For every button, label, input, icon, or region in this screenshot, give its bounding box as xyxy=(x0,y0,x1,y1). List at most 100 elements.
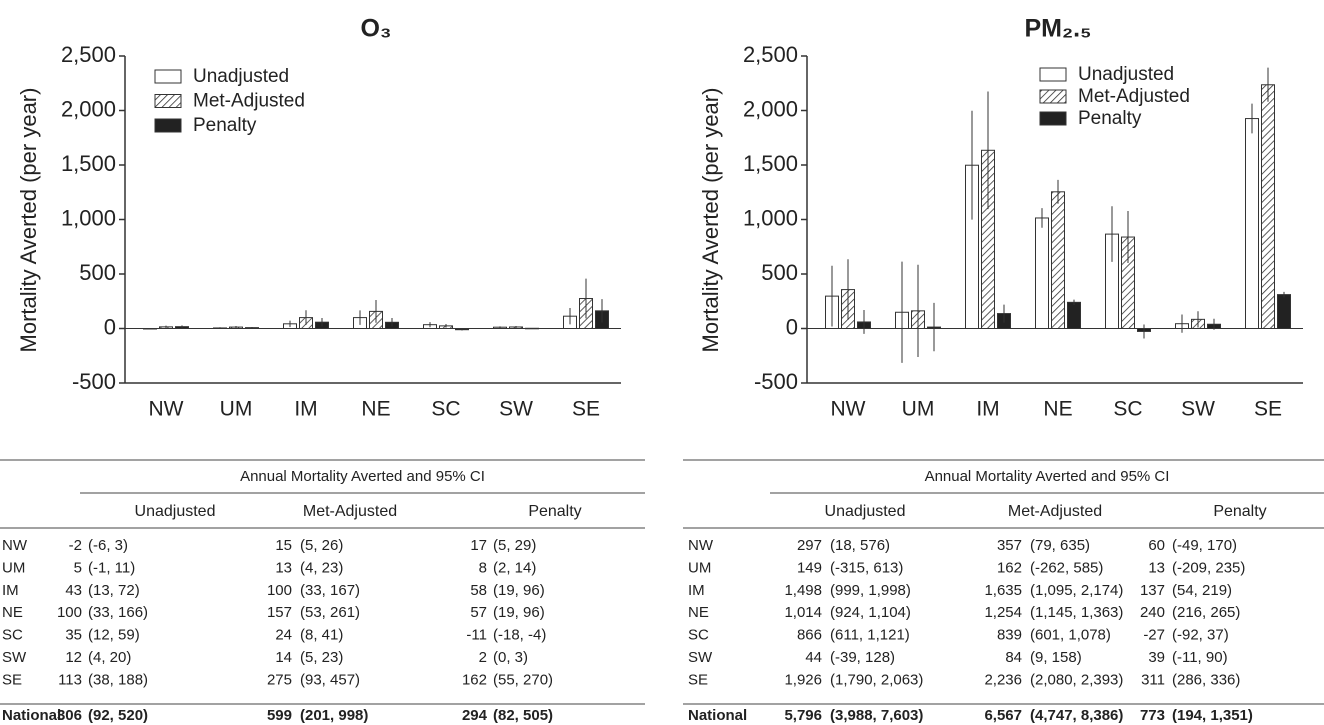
table-cell: 157 xyxy=(267,604,292,621)
x-tick-label: IM xyxy=(976,398,999,421)
table-cell: 294 xyxy=(462,707,488,724)
row-label: National xyxy=(688,707,747,724)
table-cell: 5,796 xyxy=(784,707,822,724)
table-cell: 6,567 xyxy=(984,707,1022,724)
table-cell: (-262, 585) xyxy=(1030,559,1103,576)
row-label: NE xyxy=(688,604,709,621)
table-cell: (-6, 3) xyxy=(88,537,128,554)
table-cell: 311 xyxy=(1141,671,1165,688)
x-tick-label: UM xyxy=(902,398,935,421)
table-cell: (19, 96) xyxy=(493,604,545,621)
y-tick-label: 1,000 xyxy=(61,205,116,230)
y-tick-label: 0 xyxy=(786,314,798,339)
row-label: SC xyxy=(2,627,23,644)
table-cell: (5, 23) xyxy=(300,649,343,666)
table-cell: 24 xyxy=(275,627,292,644)
bar xyxy=(1067,301,1081,329)
table-cell: 2,236 xyxy=(984,671,1022,688)
table-cell: (9, 158) xyxy=(1030,649,1082,666)
y-tick-label: 2,000 xyxy=(61,96,116,121)
table-cell: 100 xyxy=(57,604,82,621)
table-cell: 839 xyxy=(997,627,1022,644)
x-tick-label: NW xyxy=(831,398,866,421)
table-cell: (13, 72) xyxy=(88,582,140,599)
table-cell: (33, 166) xyxy=(88,604,148,621)
table-header: Annual Mortality Averted and 95% CI xyxy=(240,468,485,485)
table-cell: (-92, 37) xyxy=(1172,627,1229,644)
table-cell: (19, 96) xyxy=(493,582,545,599)
row-label: SW xyxy=(2,649,27,666)
table-cell: (216, 265) xyxy=(1172,604,1240,621)
table-cell: 84 xyxy=(1005,649,1022,666)
x-tick-label: SW xyxy=(499,398,533,421)
bar xyxy=(1277,294,1291,330)
table-cell: (54, 219) xyxy=(1172,582,1232,599)
x-tick-label: SE xyxy=(1254,398,1282,421)
y-tick-label: 2,000 xyxy=(743,96,798,121)
y-tick-label: 1,500 xyxy=(61,151,116,176)
y-axis-label: Mortality Averted (per year) xyxy=(698,88,723,353)
table-cell: 275 xyxy=(267,671,292,688)
x-tick-label: NE xyxy=(1043,398,1072,421)
y-tick-label: 1,000 xyxy=(743,205,798,230)
bar xyxy=(1051,191,1065,329)
table-cell: 1,926 xyxy=(784,671,822,688)
row-label: NW xyxy=(2,537,28,554)
legend-swatch xyxy=(154,69,182,84)
table-cell: 1,014 xyxy=(784,604,822,621)
table-cell: -2 xyxy=(69,537,82,554)
table-cell: (82, 505) xyxy=(493,707,553,724)
table-cell: 100 xyxy=(267,582,292,599)
y-tick-label: -500 xyxy=(754,369,798,394)
table-cell: 162 xyxy=(997,559,1022,576)
x-tick-label: NW xyxy=(149,398,184,421)
chart-title: PM₂.₅ xyxy=(1024,15,1091,43)
table-cell: (3,988, 7,603) xyxy=(830,707,923,724)
y-tick-label: -500 xyxy=(72,369,116,394)
table-cell: (2, 14) xyxy=(493,559,536,576)
table-cell: (601, 1,078) xyxy=(1030,627,1111,644)
table-cell: 14 xyxy=(275,649,292,666)
table-cell: 773 xyxy=(1140,707,1165,724)
table-cell: (194, 1,351) xyxy=(1172,707,1253,724)
legend-swatch xyxy=(154,118,182,133)
row-label: NE xyxy=(2,604,23,621)
legend-label: Penalty xyxy=(1078,108,1142,129)
table-cell: 44 xyxy=(805,649,822,666)
table-cell: 306 xyxy=(57,707,82,724)
row-label: SE xyxy=(688,671,708,688)
x-tick-label: NE xyxy=(361,398,390,421)
table-cell: 162 xyxy=(462,671,487,688)
table-cell: (-49, 170) xyxy=(1172,537,1237,554)
table-cell: 1,635 xyxy=(984,582,1022,599)
table-cell: 297 xyxy=(797,537,822,554)
table-cell: 2 xyxy=(479,649,487,666)
x-tick-label: SE xyxy=(572,398,600,421)
x-tick-label: IM xyxy=(294,398,317,421)
table-cell: -11 xyxy=(466,627,487,644)
column-header: Met-Adjusted xyxy=(1008,503,1102,520)
table-cell: (201, 998) xyxy=(300,707,368,724)
table-header: Annual Mortality Averted and 95% CI xyxy=(925,468,1170,485)
row-label: UM xyxy=(688,559,711,576)
row-label: SE xyxy=(2,671,22,688)
table-cell: (-209, 235) xyxy=(1172,559,1245,576)
table-cell: (-315, 613) xyxy=(830,559,903,576)
legend-swatch xyxy=(1039,89,1067,104)
table-cell: 35 xyxy=(65,627,82,644)
table-cell: 60 xyxy=(1148,537,1165,554)
table-cell: 17 xyxy=(470,537,487,554)
table-cell: (-1, 11) xyxy=(88,559,135,576)
table-cell: (33, 167) xyxy=(300,582,360,599)
table-cell: 5 xyxy=(74,559,82,576)
table-cell: 149 xyxy=(797,559,822,576)
y-tick-label: 2,500 xyxy=(61,42,116,67)
table-cell: (79, 635) xyxy=(1030,537,1090,554)
x-tick-label: SC xyxy=(1113,398,1142,421)
table-cell: 113 xyxy=(58,671,82,688)
bar xyxy=(1245,118,1259,330)
y-tick-label: 1,500 xyxy=(743,151,798,176)
table-cell: (93, 457) xyxy=(300,671,360,688)
x-tick-label: UM xyxy=(220,398,253,421)
